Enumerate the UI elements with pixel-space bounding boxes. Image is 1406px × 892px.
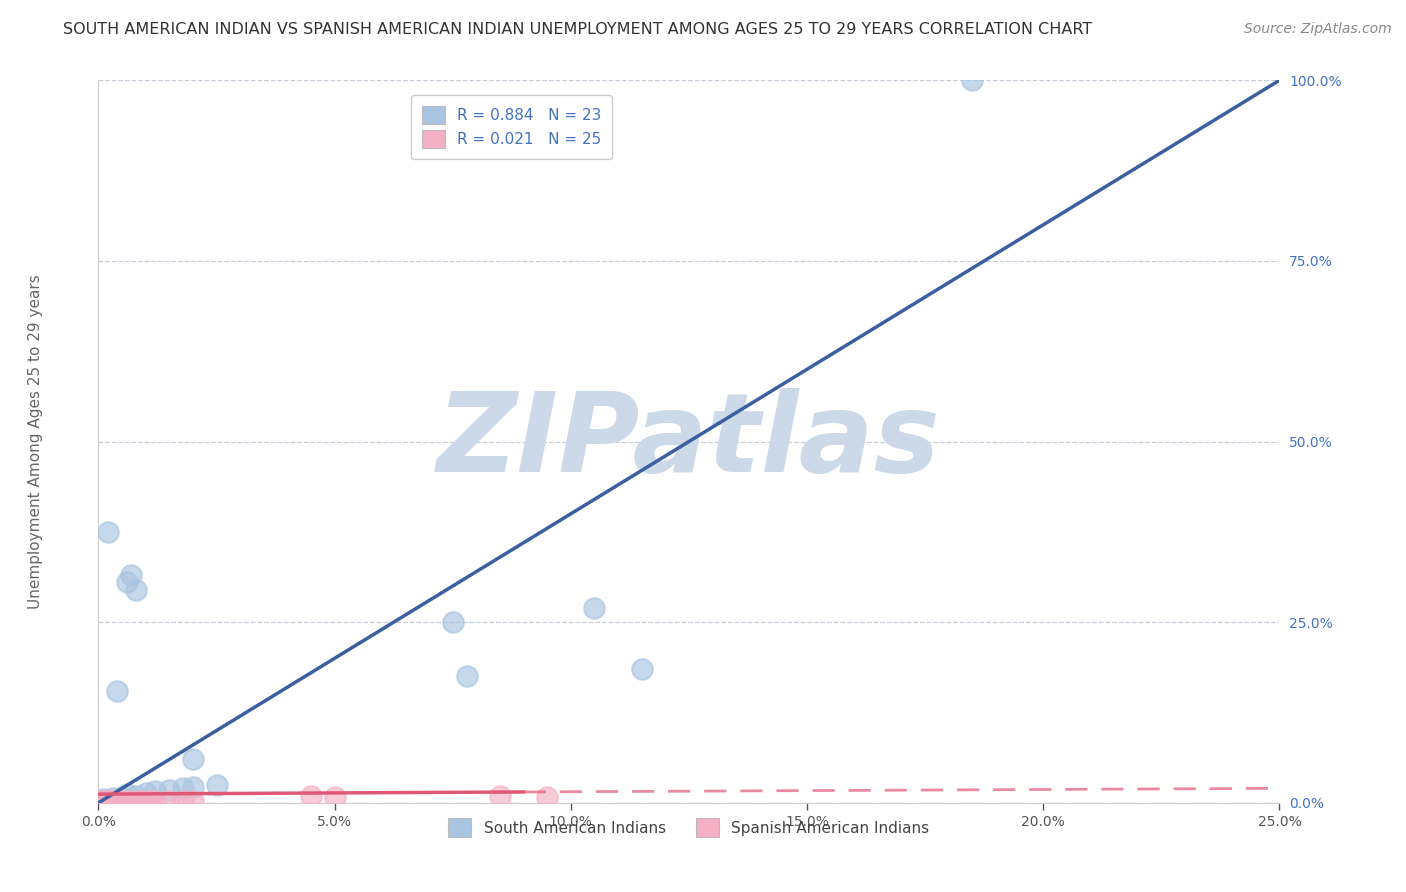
Point [139, 794, 162, 808]
Point [143, 794, 166, 808]
Point [181, 780, 204, 794]
Point [181, 794, 204, 808]
Point [125, 789, 148, 803]
Point [441, 615, 464, 630]
Point [135, 795, 157, 809]
Point [121, 568, 143, 582]
Point [101, 794, 124, 808]
Legend: South American Indians, Spanish American Indians: South American Indians, Spanish American… [436, 806, 942, 849]
Point [181, 752, 204, 766]
Point [115, 575, 138, 590]
Point [143, 784, 166, 798]
Point [91, 794, 114, 808]
Point [583, 600, 606, 615]
Point [105, 795, 128, 809]
Point [115, 787, 138, 801]
Point [91, 792, 114, 806]
Point [91, 795, 114, 809]
Text: SOUTH AMERICAN INDIAN VS SPANISH AMERICAN INDIAN UNEMPLOYMENT AMONG AGES 25 TO 2: SOUTH AMERICAN INDIAN VS SPANISH AMERICA… [63, 22, 1092, 37]
Point [125, 582, 148, 597]
Point [101, 791, 124, 805]
Text: ZIPatlas: ZIPatlas [437, 388, 941, 495]
Point [121, 795, 143, 809]
Point [172, 781, 194, 796]
Point [97, 794, 120, 808]
Point [536, 790, 558, 805]
Point [962, 73, 984, 87]
Point [323, 790, 346, 805]
Point [115, 794, 138, 808]
Point [111, 790, 134, 805]
Point [125, 794, 148, 808]
Point [630, 662, 652, 676]
Y-axis label: Unemployment Among Ages 25 to 29 years: Unemployment Among Ages 25 to 29 years [28, 274, 42, 609]
Point [157, 794, 180, 808]
Point [205, 778, 228, 792]
Point [87, 794, 110, 808]
Point [101, 795, 124, 809]
Point [97, 524, 120, 539]
Point [97, 794, 120, 808]
Point [111, 794, 134, 808]
Point [172, 794, 194, 808]
Point [97, 794, 120, 808]
Point [135, 786, 157, 800]
Text: Source: ZipAtlas.com: Source: ZipAtlas.com [1244, 22, 1392, 37]
Point [111, 794, 134, 808]
Point [105, 793, 128, 807]
Point [105, 683, 128, 698]
Point [456, 669, 478, 683]
Point [157, 782, 180, 797]
Point [489, 789, 512, 803]
Point [299, 789, 322, 803]
Point [129, 794, 152, 808]
